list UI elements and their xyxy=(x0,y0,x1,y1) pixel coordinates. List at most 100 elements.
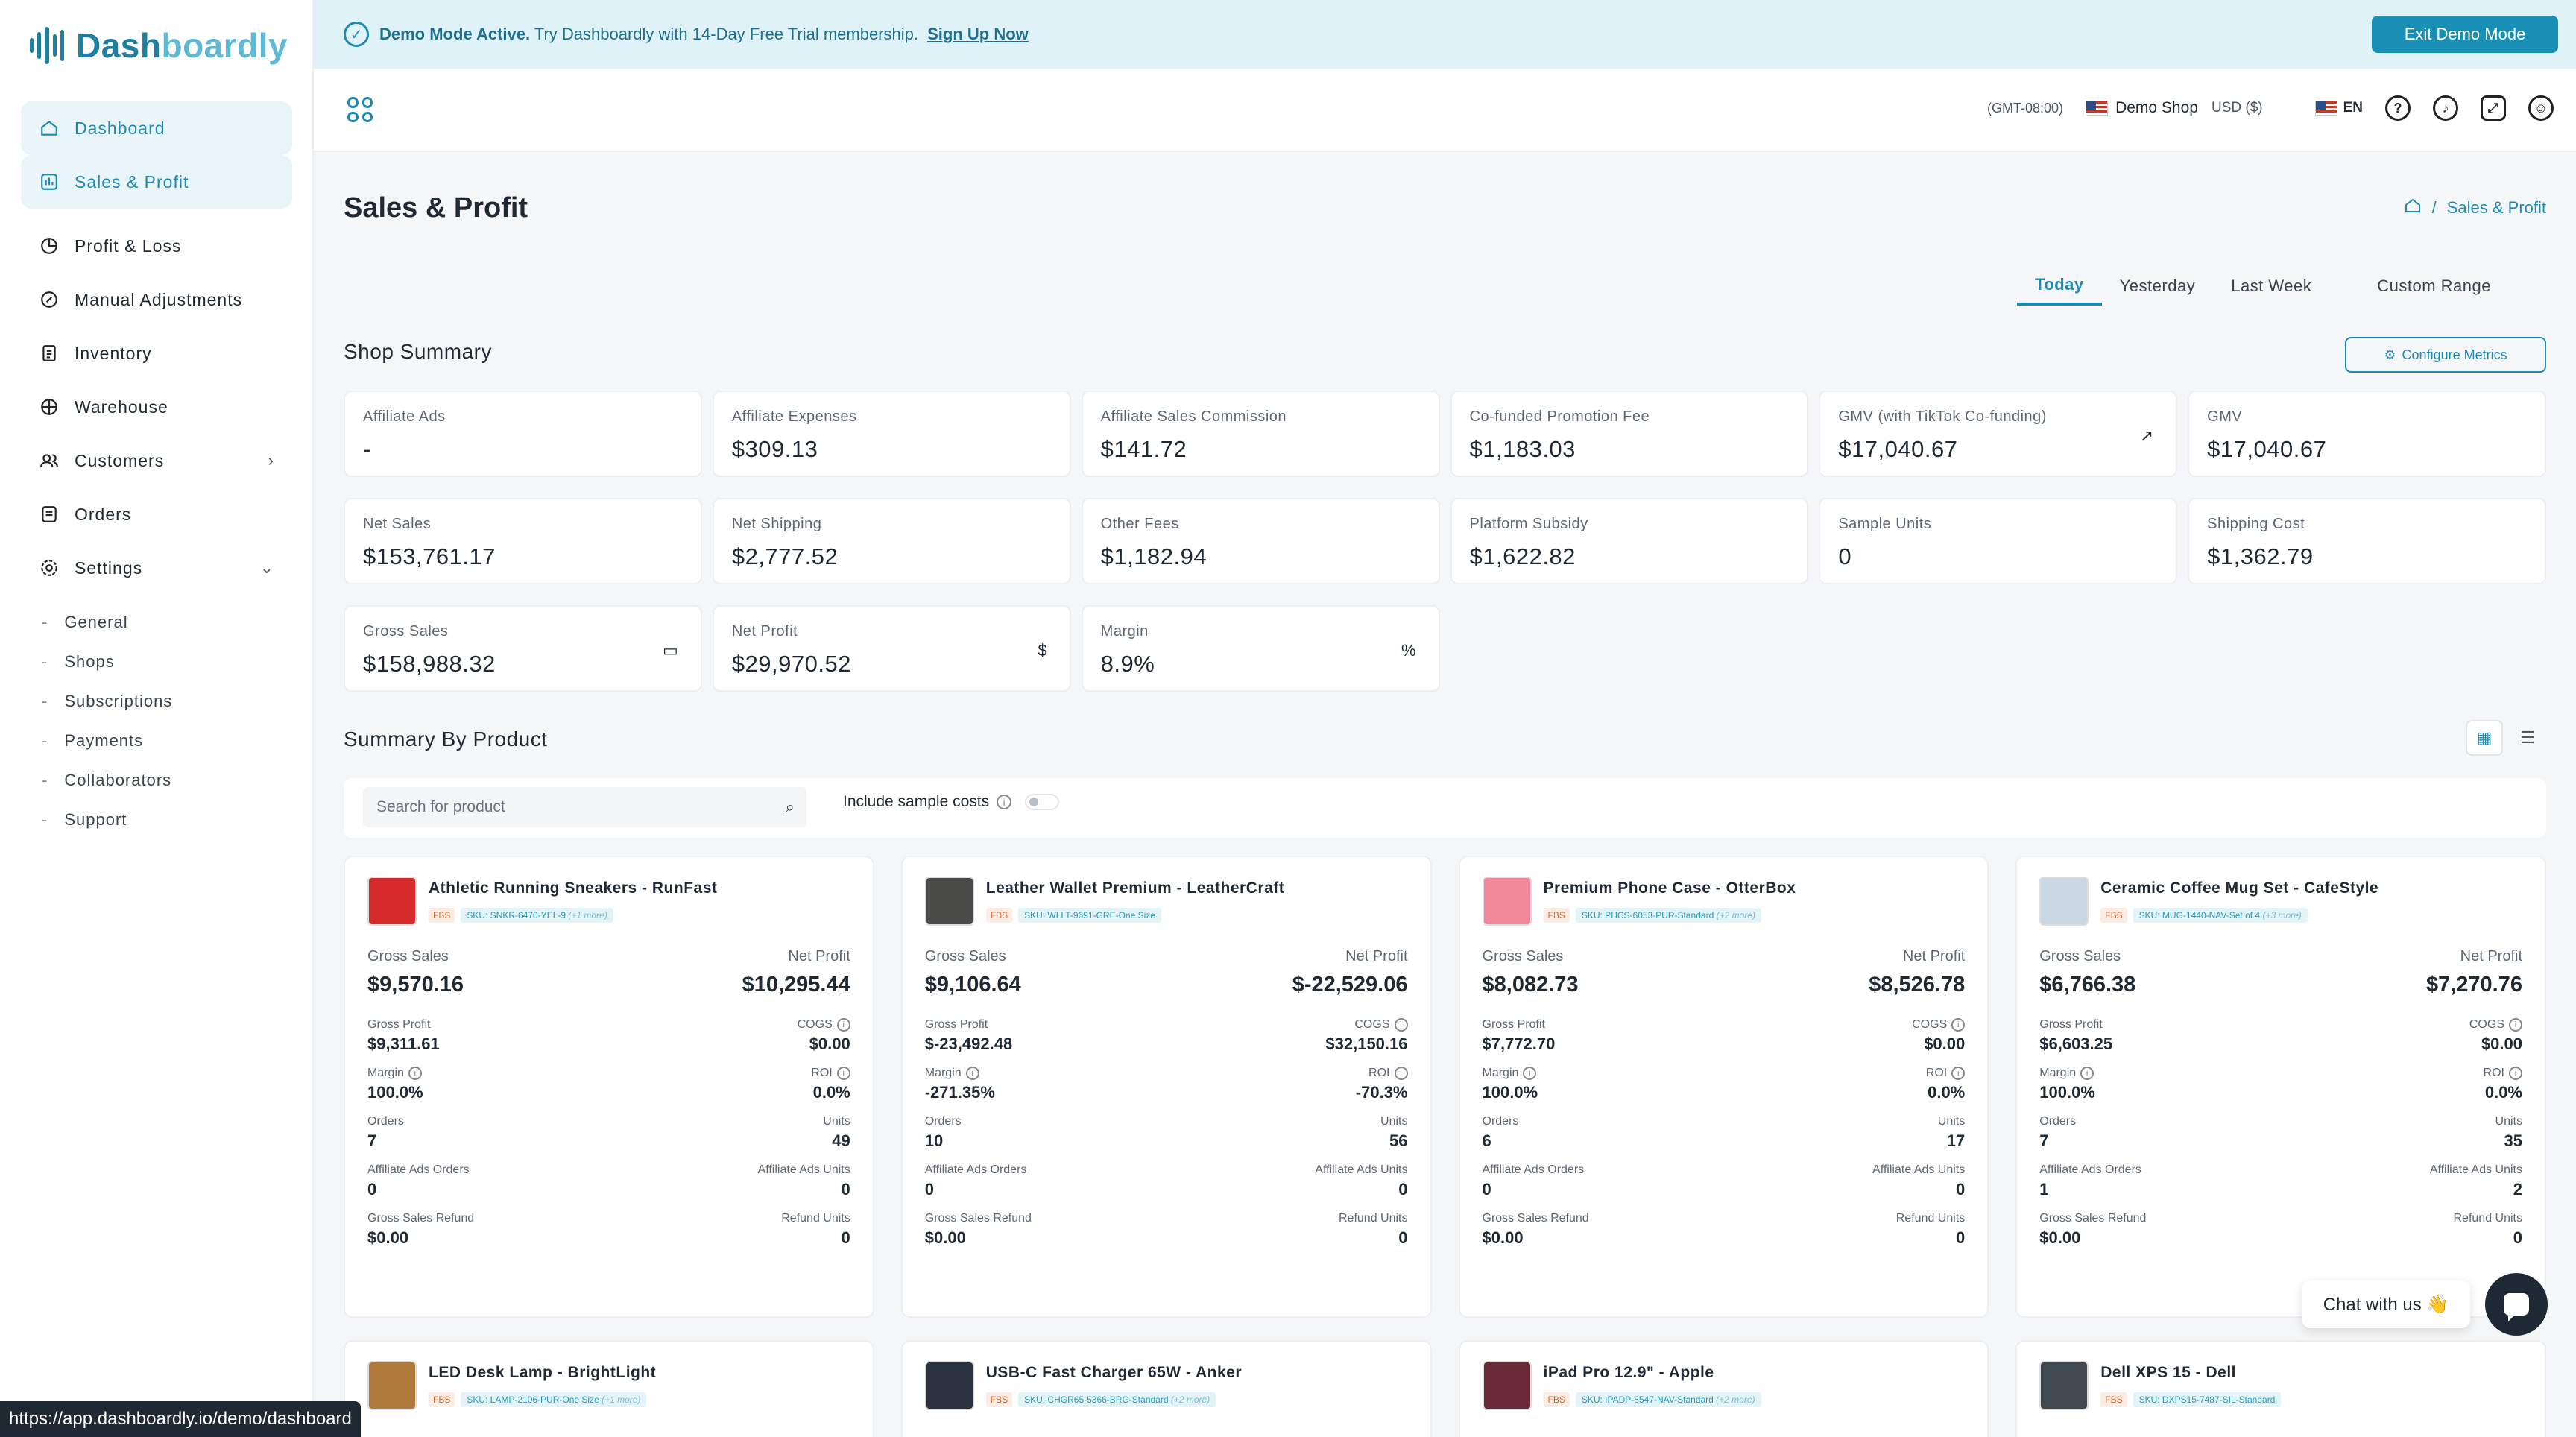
metric-label: Gross Profit xyxy=(1482,1018,1545,1031)
sidebar-item-warehouse[interactable]: Warehouse xyxy=(21,380,292,434)
product-metric-row: Orders 7 Units 49 xyxy=(367,1115,850,1163)
chat-launcher-button[interactable] xyxy=(2485,1273,2548,1336)
exit-demo-button[interactable]: Exit Demo Mode xyxy=(2372,16,2558,53)
sku-text: SKU: MUG-1440-NAV-Set of 4 xyxy=(2138,910,2261,920)
metric-card: Net Shipping $2,777.52 xyxy=(712,498,1071,584)
sku-text: SKU: PHCS-6053-PUR-Standard xyxy=(1581,910,1714,920)
banner-message: Try Dashboardly with 14-Day Free Trial m… xyxy=(534,25,918,43)
include-sample-costs: Include sample costs i xyxy=(843,793,1060,811)
home-icon[interactable] xyxy=(2404,197,2422,219)
sidebar-subitem-general[interactable]: - General xyxy=(42,612,128,631)
sidebar-item-label: Inventory xyxy=(75,343,152,363)
shop-selector[interactable]: Demo Shop USD ($) xyxy=(2086,99,2263,117)
product-card[interactable]: USB-C Fast Charger 65W - Anker FBS SKU: CH… xyxy=(900,1340,1432,1437)
metric-label: Affiliate Ads xyxy=(363,408,446,425)
product-search-input[interactable]: Search for product ⌕ xyxy=(363,787,806,827)
metric-value: $141.72 xyxy=(1100,436,1187,462)
gross-sales-value: $9,570.16 xyxy=(367,973,464,997)
info-icon: i xyxy=(1394,1067,1408,1080)
sidebar-item-settings[interactable]: Settings ⌄ xyxy=(21,541,292,595)
sidebar-subitem-shops[interactable]: - Shops xyxy=(42,651,115,671)
tab-last-week[interactable]: Last Week xyxy=(2231,277,2312,295)
product-card[interactable]: iPad Pro 12.9" - Apple FBS SKU: IPADP-8547… xyxy=(1458,1340,1989,1437)
metric-value: 100.0% xyxy=(367,1083,423,1102)
sidebar-item-customers[interactable]: Customers › xyxy=(21,434,292,487)
product-metric-row: Gross Sales Refund $0.00 Refund Units 0 xyxy=(1483,1212,1966,1260)
chat-bubble[interactable]: Chat with us 👋 xyxy=(2302,1280,2470,1328)
include-sample-toggle[interactable] xyxy=(1025,794,1060,810)
product-thumbnail xyxy=(1482,877,1532,926)
metric-value: 0.0% xyxy=(1928,1083,1966,1102)
list-view-icon[interactable]: ☰ xyxy=(2520,728,2535,747)
metric-label: Units xyxy=(823,1115,850,1128)
metric-label: Orders xyxy=(2039,1115,2077,1128)
metric-label: Gross Sales xyxy=(363,623,449,639)
product-metric-row: Orders 7 Units 35 xyxy=(2039,1115,2522,1163)
chevron-down-icon: ⌄ xyxy=(259,558,274,577)
subitem-label: Collaborators xyxy=(64,770,172,789)
chat-icon xyxy=(2504,1293,2529,1321)
product-metric-row: Gross Sales Refund $0.00 Refund Units 0 xyxy=(2039,1212,2522,1260)
net-profit-value: $7,270.76 xyxy=(2425,973,2522,997)
product-name: Ceramic Coffee Mug Set - CafeStyle xyxy=(2100,879,2379,897)
metric-label: ROI i xyxy=(2484,1067,2522,1080)
tab-custom-range[interactable]: Custom Range xyxy=(2377,277,2491,295)
metric-value: 0.0% xyxy=(812,1083,850,1102)
fullscreen-icon[interactable]: ⤢ xyxy=(2481,95,2506,121)
sidebar-item-inventory[interactable]: Inventory xyxy=(21,326,292,380)
help-icon[interactable]: ? xyxy=(2385,95,2411,121)
metric-value: $309.13 xyxy=(731,436,818,462)
product-name: Dell XPS 15 - Dell xyxy=(2100,1364,2236,1381)
user-settings-icon[interactable]: ☺ xyxy=(2528,95,2554,121)
product-card[interactable]: Dell XPS 15 - Dell FBS SKU: DXPS15-7487-SI… xyxy=(2015,1340,2546,1437)
info-icon: i xyxy=(1951,1067,1966,1080)
product-metric-row: Gross Profit $6,603.25 COGS i $0.00 xyxy=(2039,1018,2522,1067)
sidebar-item-orders[interactable]: Orders xyxy=(21,487,292,541)
product-thumbnail xyxy=(367,877,417,926)
metrics-grid: Affiliate Ads - Affiliate Expenses $309.13 A… xyxy=(344,391,2546,692)
sidebar-item-dashboard[interactable]: Dashboard xyxy=(21,101,292,155)
product-card[interactable]: Premium Phone Case - OtterBox FBS SKU: PHC… xyxy=(1458,856,1989,1318)
gross-sales-label: Gross Sales xyxy=(1482,948,1564,964)
sidebar-subitem-support[interactable]: - Support xyxy=(42,809,127,829)
product-card[interactable]: Athletic Running Sneakers - RunFast FBS SK… xyxy=(344,856,874,1318)
us-flag-icon xyxy=(2314,101,2337,116)
sku-more: (+1 more) xyxy=(602,1395,641,1405)
language-selector[interactable]: EN xyxy=(2314,100,2363,116)
metric-icon: $ xyxy=(1038,641,1047,660)
sidebar-item-profit-loss[interactable]: Profit & Loss xyxy=(21,219,292,273)
metric-label: Refund Units xyxy=(2453,1212,2523,1225)
metric-label: Refund Units xyxy=(781,1212,850,1225)
metric-label: Orders xyxy=(367,1115,404,1128)
product-card[interactable]: LED Desk Lamp - BrightLight FBS SKU: LAMP-… xyxy=(344,1340,874,1437)
gross-sales-value: $8,082.73 xyxy=(1482,973,1579,997)
tab-yesterday[interactable]: Yesterday xyxy=(2119,277,2196,295)
brand-logo[interactable]: Dashboardly xyxy=(30,25,288,66)
demo-banner: ✓ Demo Mode Active. Try Dashboardly with… xyxy=(314,0,2576,69)
sidebar-subitem-subscriptions[interactable]: - Subscriptions xyxy=(42,691,173,710)
sign-up-link[interactable]: Sign Up Now xyxy=(927,25,1029,43)
sidebar-item-sales-profit[interactable]: Sales & Profit xyxy=(21,155,292,209)
sidebar-subitem-collaborators[interactable]: - Collaborators xyxy=(42,770,172,789)
metric-label: Shipping Cost xyxy=(2207,516,2305,532)
tab-today[interactable]: Today xyxy=(2017,267,2102,306)
sidebar-item-manual-adjustments[interactable]: Manual Adjustments xyxy=(21,273,292,326)
product-card[interactable]: Ceramic Coffee Mug Set - CafeStyle FBS SKU… xyxy=(2015,856,2546,1318)
metric-label: ROI i xyxy=(811,1067,850,1080)
sidebar-subitem-payments[interactable]: - Payments xyxy=(42,730,144,750)
apps-grid-icon[interactable] xyxy=(347,97,373,122)
metric-label: Affiliate Sales Commission xyxy=(1100,408,1287,425)
sidebar-item-label: Warehouse xyxy=(75,397,168,417)
grid-view-icon[interactable]: ▦ xyxy=(2466,720,2503,756)
configure-metrics-button[interactable]: ⚙ Configure Metrics xyxy=(2345,337,2546,373)
metric-value: 0 xyxy=(841,1228,850,1247)
metric-card: Platform Subsidy $1,622.82 xyxy=(1450,498,1809,584)
metric-value: 17 xyxy=(1946,1131,1966,1150)
sku-text: SKU: SNKR-6470-YEL-9 xyxy=(467,910,566,920)
top-header: (GMT-08:00) Demo Shop USD ($) EN ? ♪ ⤢ ☺ xyxy=(314,69,2576,152)
edit-icon xyxy=(39,289,60,310)
bell-icon[interactable]: ♪ xyxy=(2433,95,2458,121)
metric-label: Gross Sales Refund xyxy=(1482,1212,1589,1225)
product-thumbnail xyxy=(2039,877,2089,926)
product-card[interactable]: Leather Wallet Premium - LeatherCraft FBS… xyxy=(900,856,1432,1318)
